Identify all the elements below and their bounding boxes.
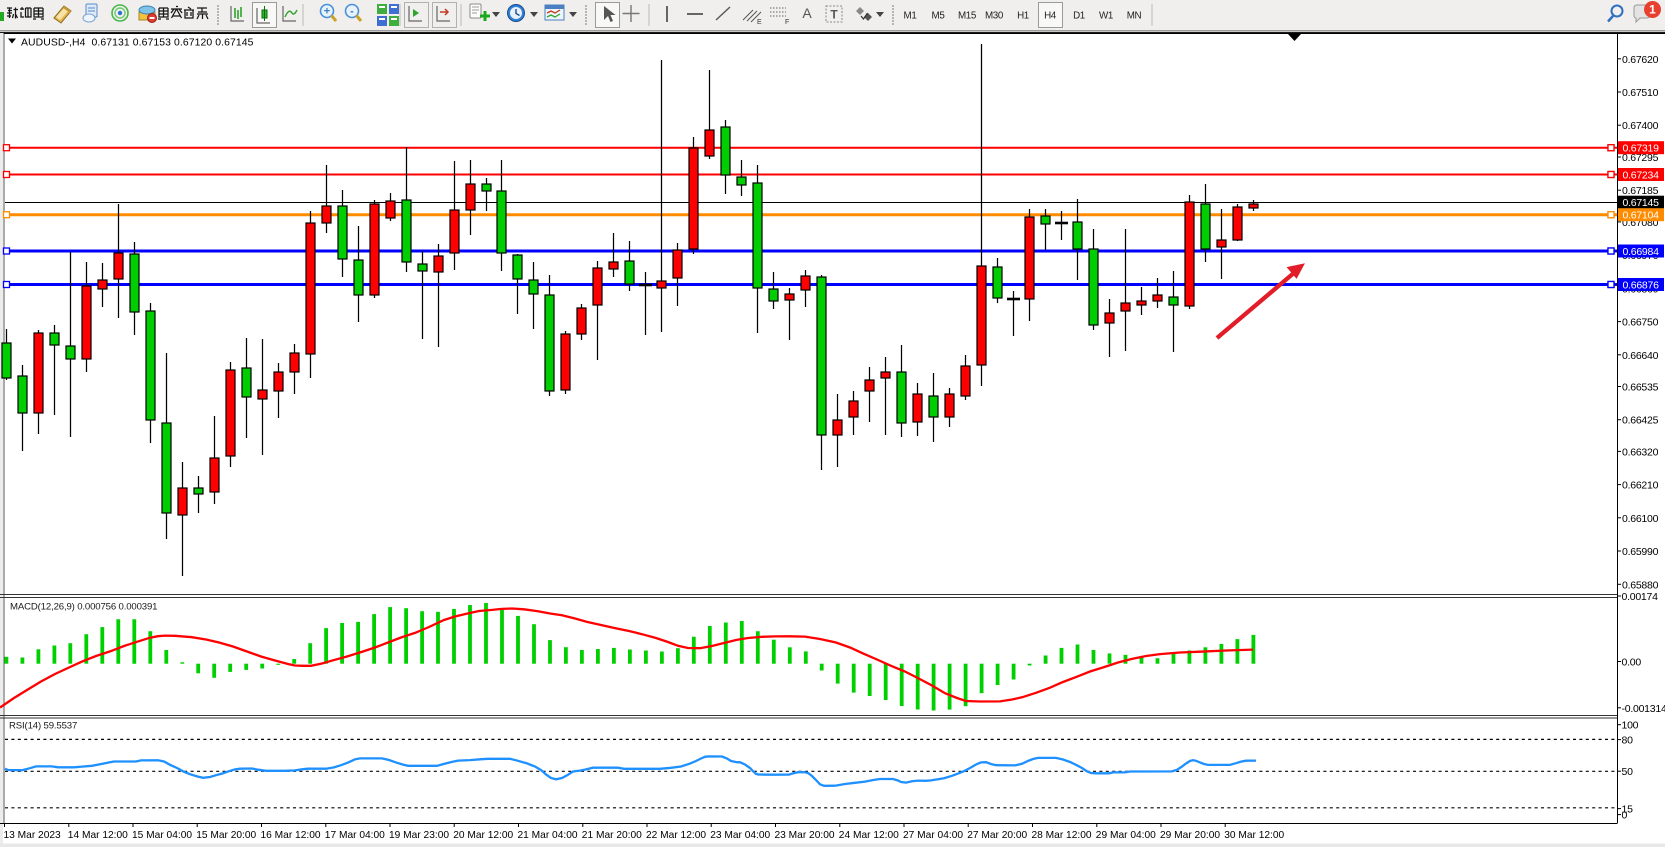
svg-text:0.67145: 0.67145 xyxy=(1623,197,1660,209)
svg-text:M5: M5 xyxy=(932,11,946,22)
svg-text:H1: H1 xyxy=(1017,11,1029,22)
svg-text:MACD(12,26,9) 0.000756 0.00039: MACD(12,26,9) 0.000756 0.000391 xyxy=(10,602,157,613)
svg-text:W1: W1 xyxy=(1099,11,1113,22)
svg-text:0.66984: 0.66984 xyxy=(1623,246,1660,258)
svg-text:30 Mar 12:00: 30 Mar 12:00 xyxy=(1224,830,1284,841)
svg-text:M15: M15 xyxy=(958,11,977,22)
svg-text:+: + xyxy=(324,6,330,18)
svg-text:0.67510: 0.67510 xyxy=(1622,87,1659,99)
svg-text:24 Mar 12:00: 24 Mar 12:00 xyxy=(839,830,899,841)
svg-text:E: E xyxy=(757,19,762,26)
svg-text:16 Mar 12:00: 16 Mar 12:00 xyxy=(261,830,321,841)
svg-text:D1: D1 xyxy=(1073,11,1085,22)
svg-text:A: A xyxy=(802,5,812,21)
svg-text:1: 1 xyxy=(1649,3,1656,17)
svg-text:MN: MN xyxy=(1127,11,1142,22)
svg-text:28 Mar 12:00: 28 Mar 12:00 xyxy=(1032,830,1092,841)
svg-text:14 Mar 12:00: 14 Mar 12:00 xyxy=(68,830,128,841)
svg-text:M30: M30 xyxy=(985,11,1004,22)
svg-text:15 Mar 04:00: 15 Mar 04:00 xyxy=(132,830,192,841)
svg-text:0.00174: 0.00174 xyxy=(1622,591,1659,603)
svg-text:80: 80 xyxy=(1622,735,1634,747)
svg-text:100: 100 xyxy=(1622,720,1639,732)
svg-text:T: T xyxy=(830,8,838,22)
svg-text:27 Mar 20:00: 27 Mar 20:00 xyxy=(967,830,1027,841)
svg-text:0.66750: 0.66750 xyxy=(1622,317,1659,329)
svg-text:0.65880: 0.65880 xyxy=(1622,579,1659,591)
svg-text:19 Mar 23:00: 19 Mar 23:00 xyxy=(389,830,449,841)
svg-text:H4: H4 xyxy=(1044,11,1057,22)
svg-text:0.66100: 0.66100 xyxy=(1622,513,1659,525)
svg-text:27 Mar 04:00: 27 Mar 04:00 xyxy=(903,830,963,841)
svg-text:21 Mar 04:00: 21 Mar 04:00 xyxy=(518,830,578,841)
svg-text:20 Mar 12:00: 20 Mar 12:00 xyxy=(453,830,513,841)
svg-text:0.66876: 0.66876 xyxy=(1623,280,1660,292)
svg-text:-0.001314: -0.001314 xyxy=(1622,703,1665,715)
svg-text:-: - xyxy=(350,6,354,18)
svg-text:23 Mar 04:00: 23 Mar 04:00 xyxy=(710,830,770,841)
svg-text:AUDUSD-,H4 0.67131 0.67153 0.: AUDUSD-,H4 0.67131 0.67153 0.67120 0.671… xyxy=(21,38,254,49)
svg-text:23 Mar 20:00: 23 Mar 20:00 xyxy=(775,830,835,841)
svg-text:0.67234: 0.67234 xyxy=(1623,170,1660,182)
svg-text:0.67185: 0.67185 xyxy=(1622,185,1659,197)
svg-text:15 Mar 20:00: 15 Mar 20:00 xyxy=(196,830,256,841)
svg-text:0.66640: 0.66640 xyxy=(1622,350,1659,362)
svg-text:0.66210: 0.66210 xyxy=(1622,480,1659,492)
svg-text:0.67400: 0.67400 xyxy=(1622,120,1659,132)
svg-text:0: 0 xyxy=(1622,810,1628,822)
svg-text:0.00: 0.00 xyxy=(1622,657,1642,669)
svg-text:0.67319: 0.67319 xyxy=(1623,143,1660,155)
svg-text:RSI(14) 59.5537: RSI(14) 59.5537 xyxy=(9,721,77,732)
svg-text:50: 50 xyxy=(1622,766,1634,778)
svg-text:29 Mar 04:00: 29 Mar 04:00 xyxy=(1096,830,1156,841)
svg-text:F: F xyxy=(785,19,789,26)
svg-text:0.66535: 0.66535 xyxy=(1622,382,1659,394)
svg-text:0.65990: 0.65990 xyxy=(1622,546,1659,558)
svg-text:0.66425: 0.66425 xyxy=(1622,415,1659,427)
svg-text:0.67104: 0.67104 xyxy=(1623,210,1660,222)
svg-text:M1: M1 xyxy=(904,11,917,22)
svg-text:29 Mar 20:00: 29 Mar 20:00 xyxy=(1160,830,1220,841)
svg-text:13 Mar 2023: 13 Mar 2023 xyxy=(4,830,62,841)
svg-text:0.66320: 0.66320 xyxy=(1622,446,1659,458)
svg-text:0.67620: 0.67620 xyxy=(1622,54,1659,66)
svg-text:17 Mar 04:00: 17 Mar 04:00 xyxy=(325,830,385,841)
svg-text:21 Mar 20:00: 21 Mar 20:00 xyxy=(582,830,642,841)
svg-text:22 Mar 12:00: 22 Mar 12:00 xyxy=(646,830,706,841)
